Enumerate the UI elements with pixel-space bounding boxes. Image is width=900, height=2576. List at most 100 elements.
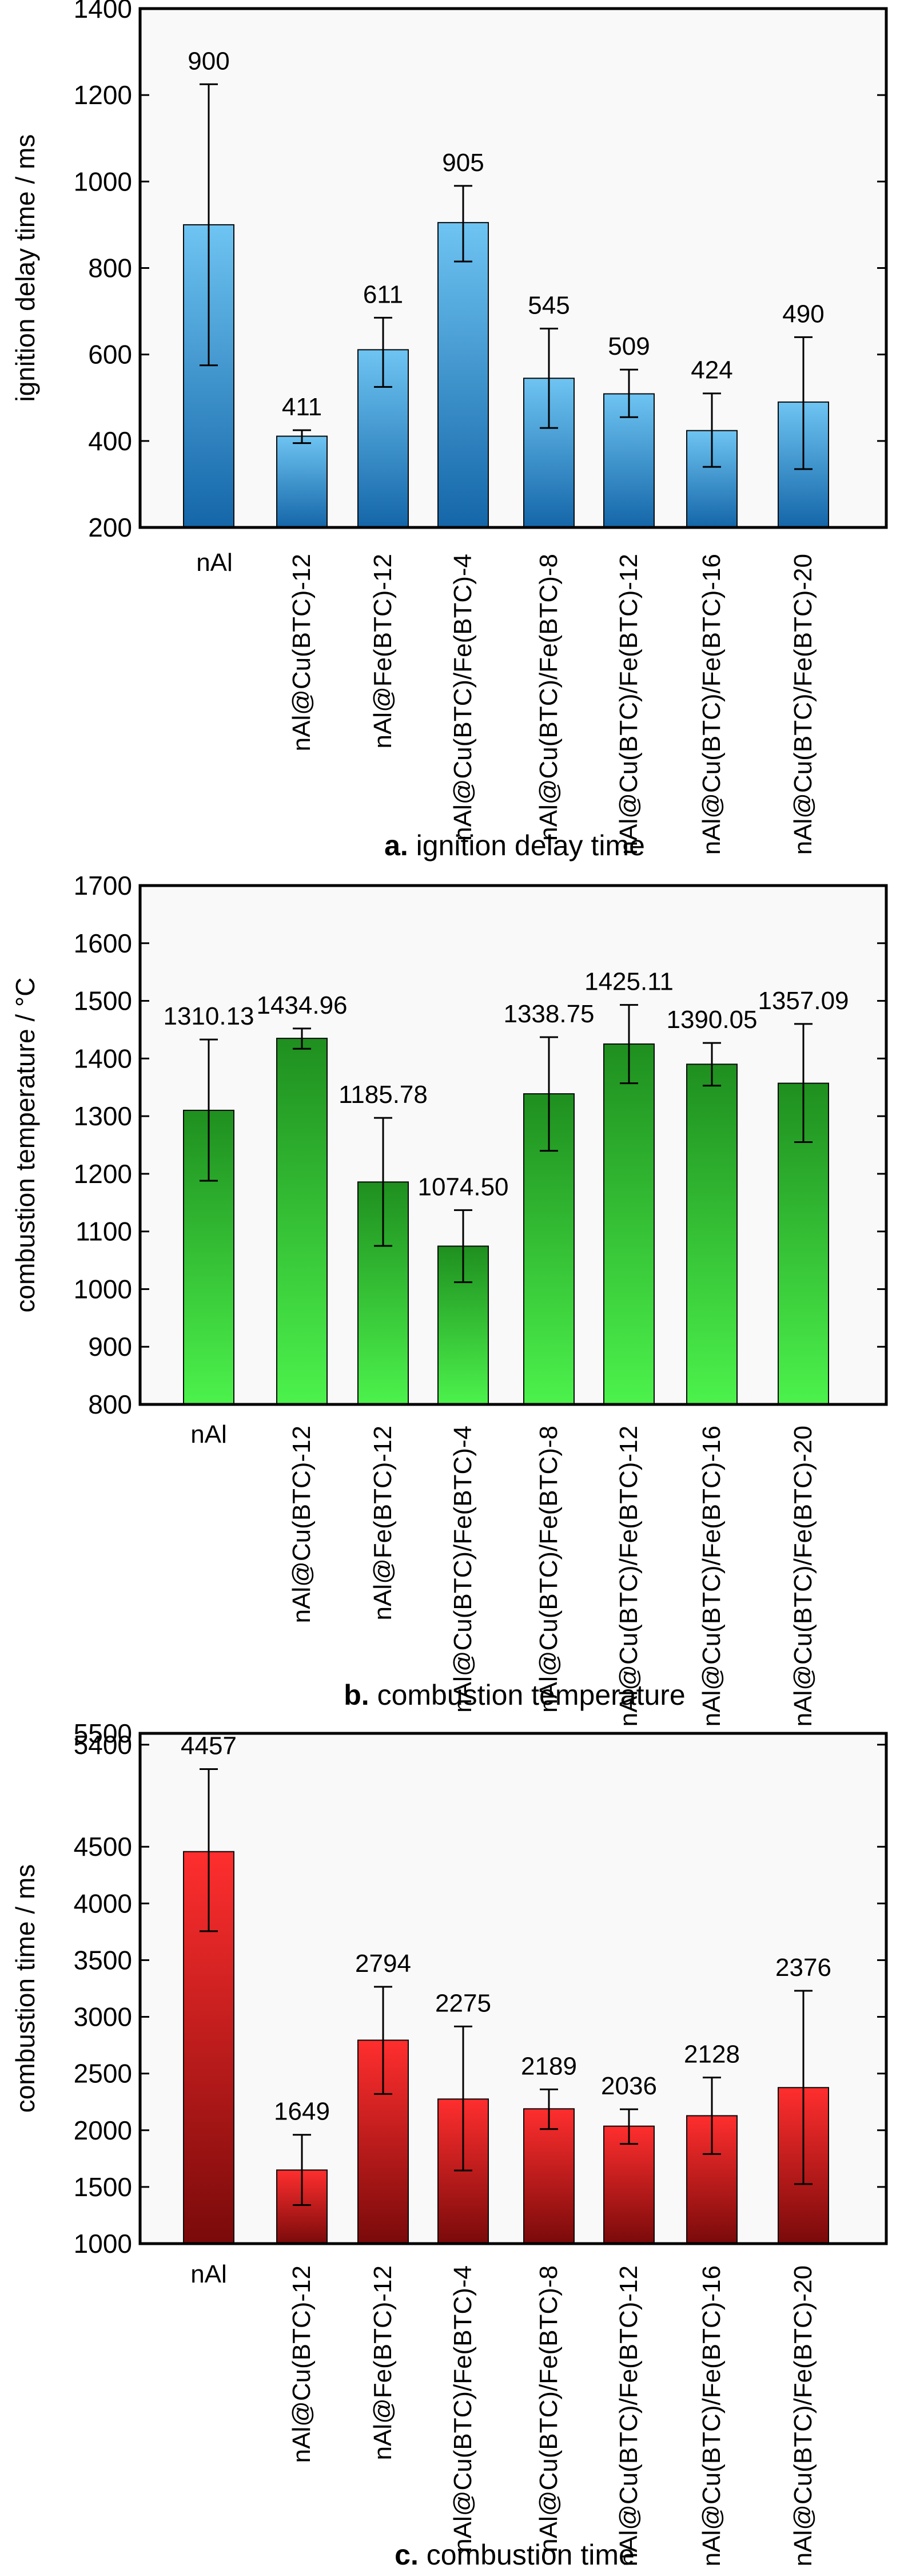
data-label: 2794	[355, 1950, 411, 1978]
category-label: nAl	[190, 1420, 227, 1448]
y-tick-label: 1000	[74, 2229, 132, 2259]
caption-letter: c.	[395, 2539, 427, 2571]
category-label: nAl@Cu(BTC)/Fe(BTC)-8	[535, 2265, 563, 2553]
category-label: nAl@Cu(BTC)/Fe(BTC)-20	[789, 2265, 817, 2566]
y-tick-label: 800	[88, 253, 132, 283]
y-tick-label: 1400	[74, 0, 132, 23]
plot-area	[141, 10, 885, 526]
plot-area	[141, 1734, 885, 2242]
category-label: nAl@Fe(BTC)-12	[369, 1426, 397, 1621]
bar	[686, 1063, 738, 1405]
bar	[276, 435, 328, 528]
plot-area	[141, 887, 885, 1403]
y-tick-label: 1500	[74, 2172, 132, 2202]
category-label: nAl@Cu(BTC)/Fe(BTC)-4	[449, 554, 477, 841]
data-label: 411	[282, 393, 322, 421]
y-tick-label: 1600	[74, 928, 132, 958]
y-tick-label: 1700	[74, 871, 132, 900]
plot-frame	[138, 7, 888, 529]
data-label: 1310.13	[163, 1002, 254, 1030]
y-tick-label: 3500	[74, 1945, 132, 1975]
plot-frame	[138, 1732, 888, 2245]
data-label: 2128	[684, 2041, 740, 2069]
data-label: 4457	[181, 1732, 237, 1760]
y-tick-label: 800	[88, 1390, 132, 1419]
y-axis-title: ignition delay time / ms	[10, 134, 40, 402]
data-label: 545	[528, 291, 570, 319]
caption-text: combustion time	[427, 2539, 635, 2571]
category-label: nAl@Cu(BTC)/Fe(BTC)-16	[698, 1426, 726, 1726]
data-label: 1357.09	[758, 987, 849, 1015]
y-tick-label: 600	[88, 340, 132, 370]
y-tick-label: 4500	[74, 1832, 132, 1861]
category-label: nAl@Cu(BTC)/Fe(BTC)-16	[698, 2265, 726, 2566]
data-label: 905	[442, 149, 484, 177]
plot-frame	[138, 884, 888, 1406]
y-tick-label: 1200	[74, 1159, 132, 1189]
y-tick-label: 1500	[74, 986, 132, 1016]
category-label: nAl@Cu(BTC)-12	[288, 554, 316, 751]
data-label: 2036	[601, 2072, 657, 2100]
category-label: nAl@Cu(BTC)/Fe(BTC)-20	[789, 554, 817, 855]
caption-letter: b.	[344, 1679, 377, 1711]
y-tick-label: 1300	[74, 1101, 132, 1131]
y-tick-label: 1400	[74, 1043, 132, 1073]
bar	[437, 222, 489, 528]
data-label: 2376	[775, 1954, 831, 1982]
category-label: nAl@Cu(BTC)/Fe(BTC)-12	[615, 1426, 643, 1726]
y-tick-label: 2500	[74, 2059, 132, 2089]
y-tick-label: 2000	[74, 2115, 132, 2145]
data-label: 490	[782, 300, 824, 328]
category-label: nAl@Fe(BTC)-12	[369, 2265, 397, 2460]
y-tick-label: 5400	[74, 1730, 132, 1760]
data-label: 2189	[521, 2052, 577, 2080]
data-label: 424	[691, 356, 732, 384]
category-label: nAl@Cu(BTC)/Fe(BTC)-12	[615, 554, 643, 855]
data-label: 1338.75	[503, 1000, 594, 1028]
y-tick-label: 4000	[74, 1888, 132, 1918]
category-label: nAl	[190, 2260, 227, 2288]
category-label: nAl@Cu(BTC)/Fe(BTC)-4	[449, 2265, 477, 2553]
category-label: nAl@Cu(BTC)-12	[288, 1426, 316, 1623]
data-label: 611	[363, 280, 403, 308]
y-tick-label: 400	[88, 426, 132, 456]
data-label: 1390.05	[666, 1006, 757, 1034]
category-label: nAl@Cu(BTC)/Fe(BTC)-8	[535, 1426, 563, 1713]
category-label: nAl@Cu(BTC)/Fe(BTC)-4	[449, 1426, 477, 1713]
y-tick-label: 3000	[74, 2002, 132, 2032]
caption-text: combustion temperature	[377, 1679, 686, 1711]
y-tick-label: 900	[88, 1332, 132, 1362]
bar	[523, 2108, 575, 2244]
y-tick-label: 1100	[75, 1217, 132, 1247]
category-label: nAl@Fe(BTC)-12	[369, 554, 397, 749]
chart-panel-1: 200 400 600 800 1000 1200 1400 900 nAl 411 nAl@Cu(…	[10, 0, 888, 862]
category-label: nAl@Cu(BTC)/Fe(BTC)-8	[535, 554, 563, 841]
category-label: nAl@Cu(BTC)/Fe(BTC)-16	[698, 554, 726, 855]
data-label: 1434.96	[256, 991, 347, 1019]
category-label: nAl	[196, 549, 233, 577]
data-label: 1425.11	[584, 968, 674, 996]
y-axis-title: combustion temperature / °C	[10, 978, 40, 1313]
caption-text: ignition delay time	[416, 829, 645, 862]
bar	[276, 1038, 328, 1405]
data-label: 2275	[435, 1989, 491, 2017]
y-axis-title: combustion time / ms	[10, 1864, 40, 2113]
chart-panel-2: 800 900 1000 1100 1200 1300 1400 1500 1600 1700 13…	[10, 871, 888, 1726]
y-tick-label: 1000	[74, 166, 132, 196]
bar	[603, 1043, 655, 1406]
y-tick-label: 1200	[74, 80, 132, 110]
data-label: 900	[188, 47, 229, 75]
category-label: nAl@Cu(BTC)-12	[288, 2265, 316, 2463]
y-tick-label: 1000	[74, 1274, 132, 1304]
data-label: 1185.78	[339, 1081, 428, 1109]
panel-caption: a. ignition delay time	[384, 829, 645, 862]
y-tick-label: 200	[88, 513, 132, 542]
caption-letter: a.	[384, 829, 416, 862]
chart-panel-3: 1000 1500 2000 2500 3000 3500 4000 4500 54005500…	[10, 1718, 888, 2571]
data-label: 509	[608, 332, 650, 360]
category-label: nAl@Cu(BTC)/Fe(BTC)-20	[789, 1426, 817, 1726]
y-tick-label: 5500	[74, 1718, 132, 1748]
data-label: 1649	[274, 2098, 330, 2126]
